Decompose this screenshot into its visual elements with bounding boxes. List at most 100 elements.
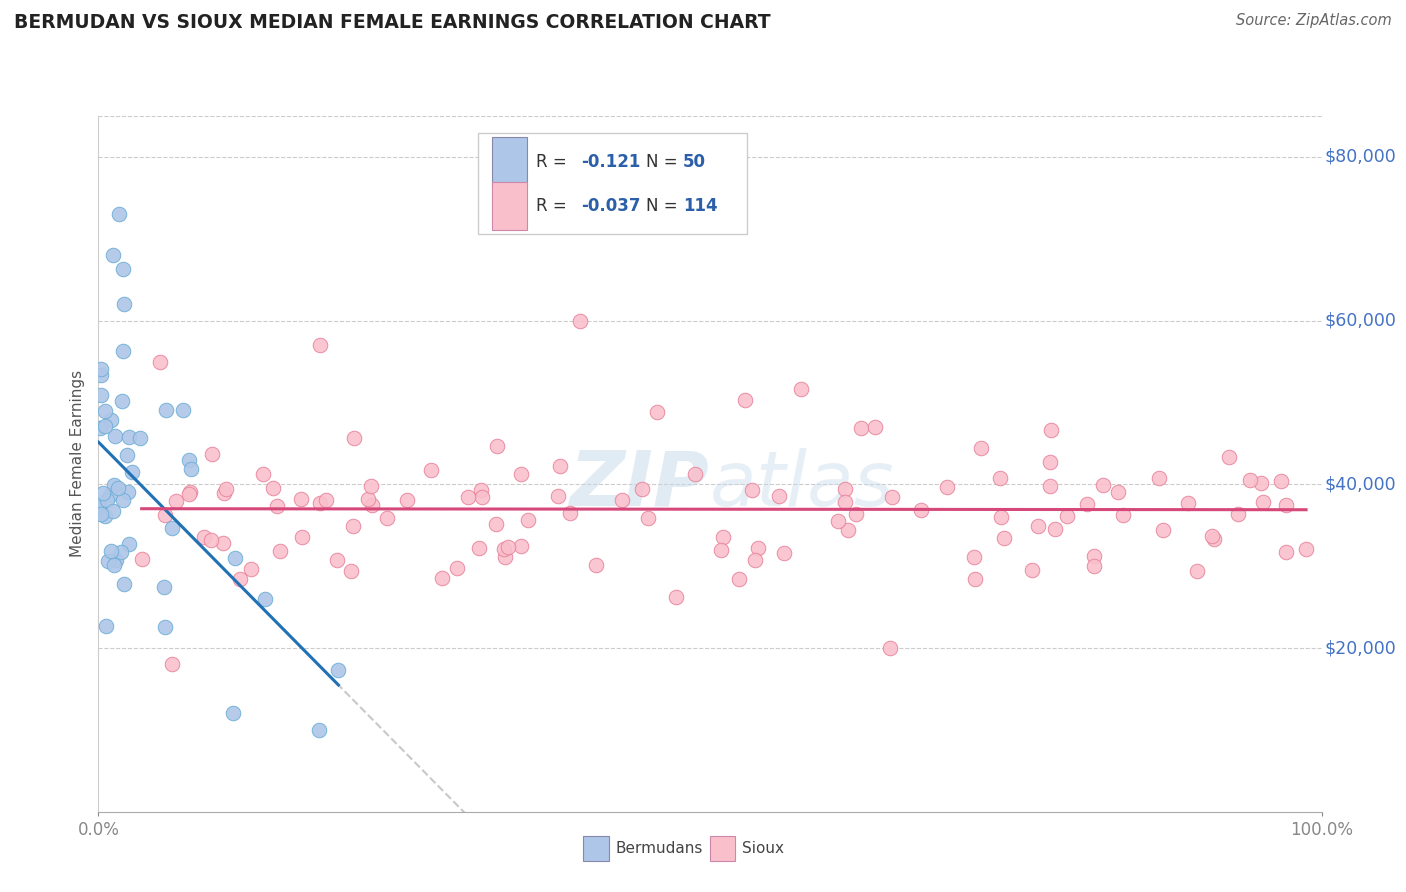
Point: [1239, 473, 1261, 487]
Point: [222, 706, 245, 721]
Point: [834, 495, 856, 509]
Point: [262, 481, 284, 495]
Point: [516, 513, 538, 527]
Point: [1039, 455, 1062, 469]
Point: [446, 561, 468, 575]
Point: [970, 441, 993, 455]
Point: [1076, 497, 1098, 511]
Point: [375, 511, 398, 525]
FancyBboxPatch shape: [478, 134, 747, 235]
Point: [993, 531, 1015, 545]
Point: [100, 544, 122, 558]
Point: [356, 492, 378, 507]
Point: [179, 452, 201, 467]
Point: [269, 544, 291, 558]
Point: [845, 507, 868, 521]
Point: [201, 447, 224, 461]
Point: [111, 393, 134, 408]
Text: N =: N =: [647, 153, 683, 170]
Point: [104, 553, 127, 567]
Point: [112, 262, 135, 277]
Point: [747, 541, 769, 555]
Point: [585, 558, 607, 573]
Point: [309, 338, 332, 352]
Point: [471, 490, 494, 504]
Point: [115, 448, 138, 462]
Point: [496, 540, 519, 554]
Point: [253, 591, 276, 606]
Point: [494, 541, 516, 556]
Point: [328, 663, 350, 677]
Point: [1107, 484, 1129, 499]
Point: [1043, 522, 1066, 536]
Point: [103, 558, 125, 572]
Point: [87, 498, 110, 512]
Point: [180, 462, 202, 476]
Point: [153, 580, 176, 594]
Point: [89, 421, 111, 435]
Point: [990, 510, 1012, 524]
Point: [342, 519, 364, 533]
Point: [160, 521, 183, 535]
Point: [768, 489, 790, 503]
Point: [936, 480, 959, 494]
Point: [665, 590, 688, 604]
Point: [118, 430, 141, 444]
Point: [112, 344, 135, 359]
Text: R =: R =: [536, 197, 572, 215]
Point: [309, 495, 332, 509]
Text: atlas: atlas: [710, 448, 894, 522]
Point: [1091, 478, 1114, 492]
Point: [112, 297, 135, 311]
Text: Bermudans: Bermudans: [616, 841, 703, 855]
Point: [711, 529, 734, 543]
Point: [90, 362, 112, 376]
Point: [165, 494, 187, 508]
Text: ZIP: ZIP: [571, 448, 710, 522]
Point: [457, 490, 479, 504]
Text: 50: 50: [683, 153, 706, 170]
Point: [863, 420, 886, 434]
Point: [118, 537, 141, 551]
Point: [1201, 529, 1223, 543]
Point: [849, 420, 872, 434]
Point: [1218, 450, 1240, 465]
Point: [827, 514, 849, 528]
Point: [193, 531, 215, 545]
Text: Source: ZipAtlas.com: Source: ZipAtlas.com: [1236, 13, 1392, 29]
Point: [1147, 471, 1170, 485]
Point: [155, 508, 177, 523]
Point: [103, 248, 125, 262]
Point: [94, 509, 117, 524]
Text: Sioux: Sioux: [742, 841, 785, 855]
Point: [224, 550, 246, 565]
Point: [290, 491, 312, 506]
Text: $20,000: $20,000: [1324, 639, 1396, 657]
Point: [172, 403, 194, 417]
Point: [1056, 508, 1078, 523]
Point: [568, 313, 591, 327]
Text: BERMUDAN VS SIOUX MEDIAN FEMALE EARNINGS CORRELATION CHART: BERMUDAN VS SIOUX MEDIAN FEMALE EARNINGS…: [14, 13, 770, 32]
Point: [395, 493, 418, 508]
Point: [252, 467, 274, 482]
Point: [1185, 564, 1208, 578]
Text: R =: R =: [536, 153, 572, 170]
Point: [308, 723, 330, 737]
Point: [117, 484, 139, 499]
Point: [104, 428, 127, 442]
Point: [107, 482, 129, 496]
Point: [155, 403, 177, 417]
Point: [108, 207, 131, 221]
Point: [1083, 559, 1105, 574]
Point: [880, 491, 903, 505]
Point: [360, 479, 382, 493]
Point: [965, 573, 987, 587]
Point: [734, 393, 756, 408]
Text: -0.037: -0.037: [582, 197, 641, 215]
Point: [96, 493, 118, 508]
Point: [212, 536, 235, 550]
Point: [837, 523, 859, 537]
Point: [1026, 519, 1049, 533]
Point: [177, 487, 200, 501]
Point: [1021, 563, 1043, 577]
